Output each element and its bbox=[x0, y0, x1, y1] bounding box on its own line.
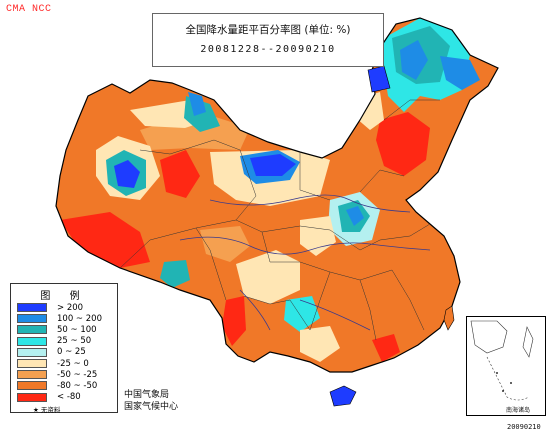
legend-item: -25 ~ 0 bbox=[17, 358, 117, 369]
legend-title: 图 例 bbox=[40, 291, 88, 302]
legend-footnote: ★ 无资料 bbox=[33, 405, 61, 414]
agency-line-1: 中国气象局 bbox=[124, 390, 170, 400]
legend-label: -80 ~ -50 bbox=[57, 380, 98, 391]
corner-code: 20090210 bbox=[507, 423, 541, 431]
taiwan-island bbox=[443, 305, 455, 331]
legend-swatch bbox=[17, 370, 47, 380]
legend-item: > 200 bbox=[17, 302, 117, 313]
legend-label: 0 ~ 25 bbox=[57, 347, 86, 358]
legend-swatch bbox=[17, 336, 47, 346]
legend-item: -80 ~ -50 bbox=[17, 380, 117, 391]
legend-items: > 200 100 ~ 200 50 ~ 100 25 ~ 50 0 ~ 25 -25 ~… bbox=[11, 302, 117, 403]
legend-label: < -80 bbox=[57, 392, 81, 403]
hainan-island bbox=[329, 385, 357, 407]
legend-item: < -80 bbox=[17, 392, 117, 403]
province-boundaries bbox=[119, 99, 440, 341]
map-title: 全国降水量距平百分率图 (单位: %) bbox=[185, 24, 351, 36]
legend-item: 50 ~ 100 bbox=[17, 324, 117, 335]
legend-label: 50 ~ 100 bbox=[57, 324, 97, 335]
rivers bbox=[179, 194, 431, 331]
inset-map bbox=[470, 320, 534, 401]
legend-swatch bbox=[17, 347, 47, 357]
legend: 图 例 > 200 100 ~ 200 50 ~ 100 25 ~ 50 0 ~ 25-… bbox=[10, 283, 118, 414]
legend-item: 25 ~ 50 bbox=[17, 336, 117, 347]
legend-swatch bbox=[17, 359, 47, 369]
legend-label: -50 ~ -25 bbox=[57, 369, 98, 380]
legend-item: 100 ~ 200 bbox=[17, 313, 117, 324]
legend-label: 100 ~ 200 bbox=[57, 313, 102, 324]
legend-label: -25 ~ 0 bbox=[57, 358, 89, 369]
legend-item: -50 ~ -25 bbox=[17, 369, 117, 380]
legend-item: 0 ~ 25 bbox=[17, 347, 117, 358]
legend-label: > 200 bbox=[57, 302, 84, 313]
agency-line-2: 国家气候中心 bbox=[124, 402, 179, 412]
northeast-patch bbox=[367, 65, 391, 93]
legend-swatch bbox=[17, 381, 47, 391]
legend-swatch bbox=[17, 303, 47, 313]
legend-swatch bbox=[17, 392, 47, 402]
watermark: CMA NCC bbox=[6, 4, 52, 15]
south-china-sea-inset bbox=[466, 316, 546, 416]
agency-credit: 中国气象局 国家气候中心 bbox=[124, 389, 178, 413]
legend-swatch bbox=[17, 314, 47, 324]
title-box: 全国降水量距平百分率图 (单位: %) 20081228--20090210 bbox=[152, 13, 384, 67]
legend-label: 25 ~ 50 bbox=[57, 336, 92, 347]
inset-label: 南海诸岛 bbox=[506, 407, 531, 414]
legend-swatch bbox=[17, 325, 47, 335]
date-range: 20081228--20090210 bbox=[200, 44, 336, 55]
